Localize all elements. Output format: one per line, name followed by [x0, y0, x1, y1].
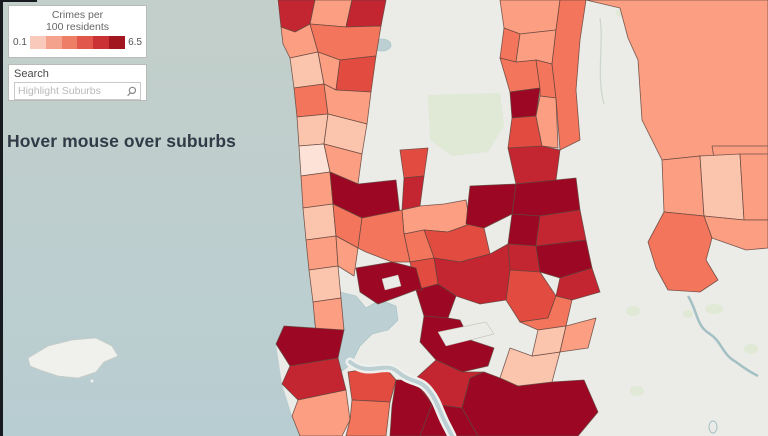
parkland-area — [428, 93, 504, 156]
parkland-patch — [630, 386, 644, 396]
legend-color-ramp — [29, 36, 126, 49]
suburb-region[interactable] — [515, 29, 557, 65]
legend-swatch — [61, 36, 78, 49]
search-label: Search — [14, 68, 49, 80]
window-left-border — [0, 0, 3, 436]
suburb-region[interactable] — [703, 215, 768, 251]
suburb-region[interactable] — [551, 0, 587, 151]
parkland-patch — [744, 344, 758, 354]
suburb-region[interactable] — [296, 113, 329, 147]
suburb-region[interactable] — [309, 0, 353, 28]
legend-min-label: 0.1 — [13, 37, 27, 48]
suburb-region[interactable] — [323, 83, 372, 125]
unshaded-strip — [437, 321, 495, 347]
suburb-region[interactable] — [507, 243, 541, 273]
suburb-region[interactable] — [335, 55, 377, 93]
legend-swatch — [77, 36, 94, 49]
suburb-region[interactable] — [293, 83, 329, 118]
window-top-border — [0, 0, 37, 2]
suburb-region[interactable] — [499, 0, 561, 35]
basemap-boundary-line — [599, 17, 605, 105]
suburb-region[interactable] — [345, 399, 391, 436]
suburb-region[interactable] — [507, 213, 541, 247]
suburb-region[interactable] — [291, 389, 351, 436]
parkland-patch — [626, 306, 640, 316]
legend-swatch — [29, 36, 46, 49]
color-legend: Crimes per 100 residents 0.1 6.5 — [8, 5, 147, 58]
suburb-region[interactable] — [511, 177, 581, 217]
suburb-region[interactable] — [415, 283, 457, 319]
search-panel: Search — [8, 64, 147, 101]
suburb-region[interactable] — [507, 145, 561, 185]
pond-outline — [708, 420, 718, 434]
upper-river — [686, 295, 759, 378]
suburb-region[interactable] — [399, 147, 429, 179]
hover-instruction: Hover mouse over suburbs — [7, 131, 236, 151]
unshaded-strip — [381, 274, 402, 291]
legend-max-label: 6.5 — [128, 37, 142, 48]
suburb-region[interactable] — [739, 153, 768, 221]
suburb-region[interactable] — [308, 265, 342, 303]
suburb-region[interactable] — [357, 209, 411, 263]
legend-swatch — [93, 36, 110, 49]
legend-title: Crimes per 100 residents — [45, 9, 110, 33]
suburb-region[interactable] — [509, 87, 541, 119]
suburb-region[interactable] — [300, 171, 334, 209]
islet — [90, 379, 94, 383]
rottnest-island — [27, 337, 119, 379]
suburb-region[interactable] — [585, 0, 768, 161]
suburb-region[interactable] — [661, 155, 705, 217]
suburb-region[interactable] — [555, 267, 601, 301]
search-input[interactable] — [18, 85, 126, 97]
legend-swatch — [45, 36, 62, 49]
suburb-region[interactable] — [535, 95, 559, 149]
magnifier-icon[interactable] — [126, 86, 137, 97]
suburb-region[interactable] — [419, 403, 479, 436]
suburb-region[interactable] — [699, 153, 745, 221]
suburb-region[interactable] — [335, 235, 359, 277]
legend-swatch — [109, 36, 126, 49]
parkland-patch — [705, 304, 723, 314]
canning-river — [348, 360, 454, 436]
suburb-region[interactable] — [419, 315, 495, 373]
suburb-region[interactable] — [305, 235, 339, 271]
suburb-region[interactable] — [302, 203, 337, 241]
suburb-region[interactable] — [559, 317, 597, 353]
suburb-region[interactable] — [345, 0, 387, 28]
parkland-patch — [683, 310, 693, 318]
